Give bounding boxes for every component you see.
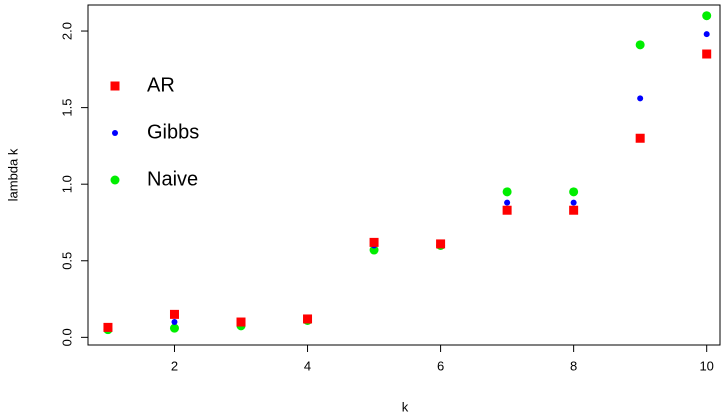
x-tick-label: 4 <box>304 358 311 373</box>
y-tick-label: 1.5 <box>59 99 74 117</box>
x-tick-label: 10 <box>699 358 713 373</box>
point <box>569 187 579 197</box>
point <box>303 314 313 324</box>
point <box>569 205 579 215</box>
x-axis-label: k <box>402 399 409 414</box>
point <box>236 317 246 327</box>
y-tick-label: 1.0 <box>59 175 74 193</box>
y-tick-label: 2.0 <box>59 22 74 40</box>
legend-label: Gibbs <box>147 121 199 143</box>
point <box>703 31 710 38</box>
point <box>502 187 512 197</box>
point <box>702 11 712 21</box>
plot-frame <box>87 4 721 346</box>
point <box>502 205 512 215</box>
point <box>369 245 379 255</box>
x-tick-label: 8 <box>570 358 577 373</box>
point <box>504 199 511 206</box>
legend-label: AR <box>147 74 175 96</box>
point <box>171 319 178 326</box>
legend-marker <box>110 175 120 185</box>
x-tick-label: 2 <box>171 358 178 373</box>
point <box>635 133 645 143</box>
point <box>369 237 379 247</box>
x-tick-label: 6 <box>437 358 444 373</box>
y-tick-label: 0.5 <box>59 252 74 270</box>
point <box>169 323 179 333</box>
legend-marker <box>112 130 118 136</box>
point <box>103 322 113 332</box>
y-tick-label: 0.0 <box>59 328 74 346</box>
point <box>570 199 577 206</box>
legend-marker <box>110 81 120 91</box>
point <box>637 95 644 102</box>
point <box>635 40 645 50</box>
point <box>169 309 179 319</box>
point <box>436 239 446 249</box>
legend-label: Naive <box>147 168 198 190</box>
y-axis-label: lambda k <box>5 148 20 201</box>
point <box>702 49 712 59</box>
